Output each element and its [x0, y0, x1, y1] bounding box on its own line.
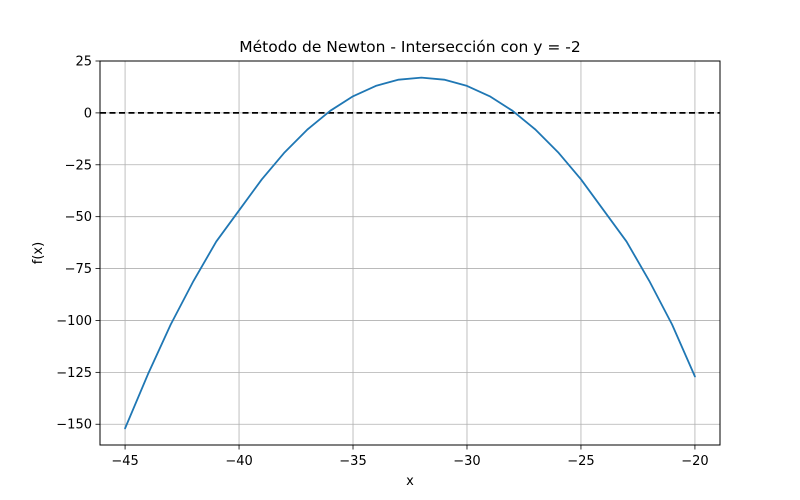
y-tick-label: −25 — [65, 158, 92, 173]
x-ticks: −45 −40 −35 −30 −25 −20 — [111, 445, 709, 469]
series-line — [124, 76, 696, 430]
y-tick-label: −150 — [56, 418, 92, 433]
x-tick-label: −25 — [567, 454, 594, 469]
series-group — [124, 76, 696, 430]
y-tick-label: −50 — [65, 210, 92, 225]
x-axis-label: x — [406, 474, 414, 489]
y-ticks: 25 0 −25 −50 −75 −100 −125 −150 — [56, 55, 100, 433]
x-tick-label: −35 — [339, 454, 366, 469]
x-tick-label: −45 — [111, 454, 138, 469]
y-tick-label: −125 — [56, 366, 92, 381]
chart-title: Método de Newton - Intersección con y = … — [239, 38, 580, 56]
y-axis-label: f(x) — [31, 242, 46, 264]
grid — [100, 60, 720, 445]
axes-frame — [99, 60, 721, 446]
x-tick-label: −20 — [681, 454, 708, 469]
y-tick-label: 25 — [75, 55, 92, 70]
x-tick-label: −40 — [225, 454, 252, 469]
x-tick-label: −30 — [453, 454, 480, 469]
y-tick-label: −100 — [56, 314, 92, 329]
y-tick-label: −75 — [65, 262, 92, 277]
y-tick-label: 0 — [84, 106, 92, 121]
